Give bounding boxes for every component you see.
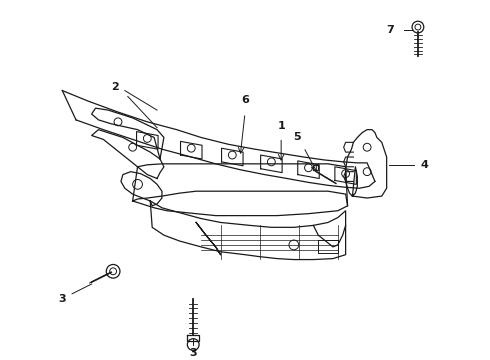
Text: 3: 3 <box>58 294 66 303</box>
Text: 4: 4 <box>421 160 429 170</box>
Text: 5: 5 <box>293 132 300 143</box>
Text: 2: 2 <box>111 82 119 92</box>
Text: 7: 7 <box>387 25 394 35</box>
Text: 6: 6 <box>241 95 249 105</box>
Text: 3: 3 <box>190 348 197 359</box>
Text: 1: 1 <box>277 121 285 131</box>
